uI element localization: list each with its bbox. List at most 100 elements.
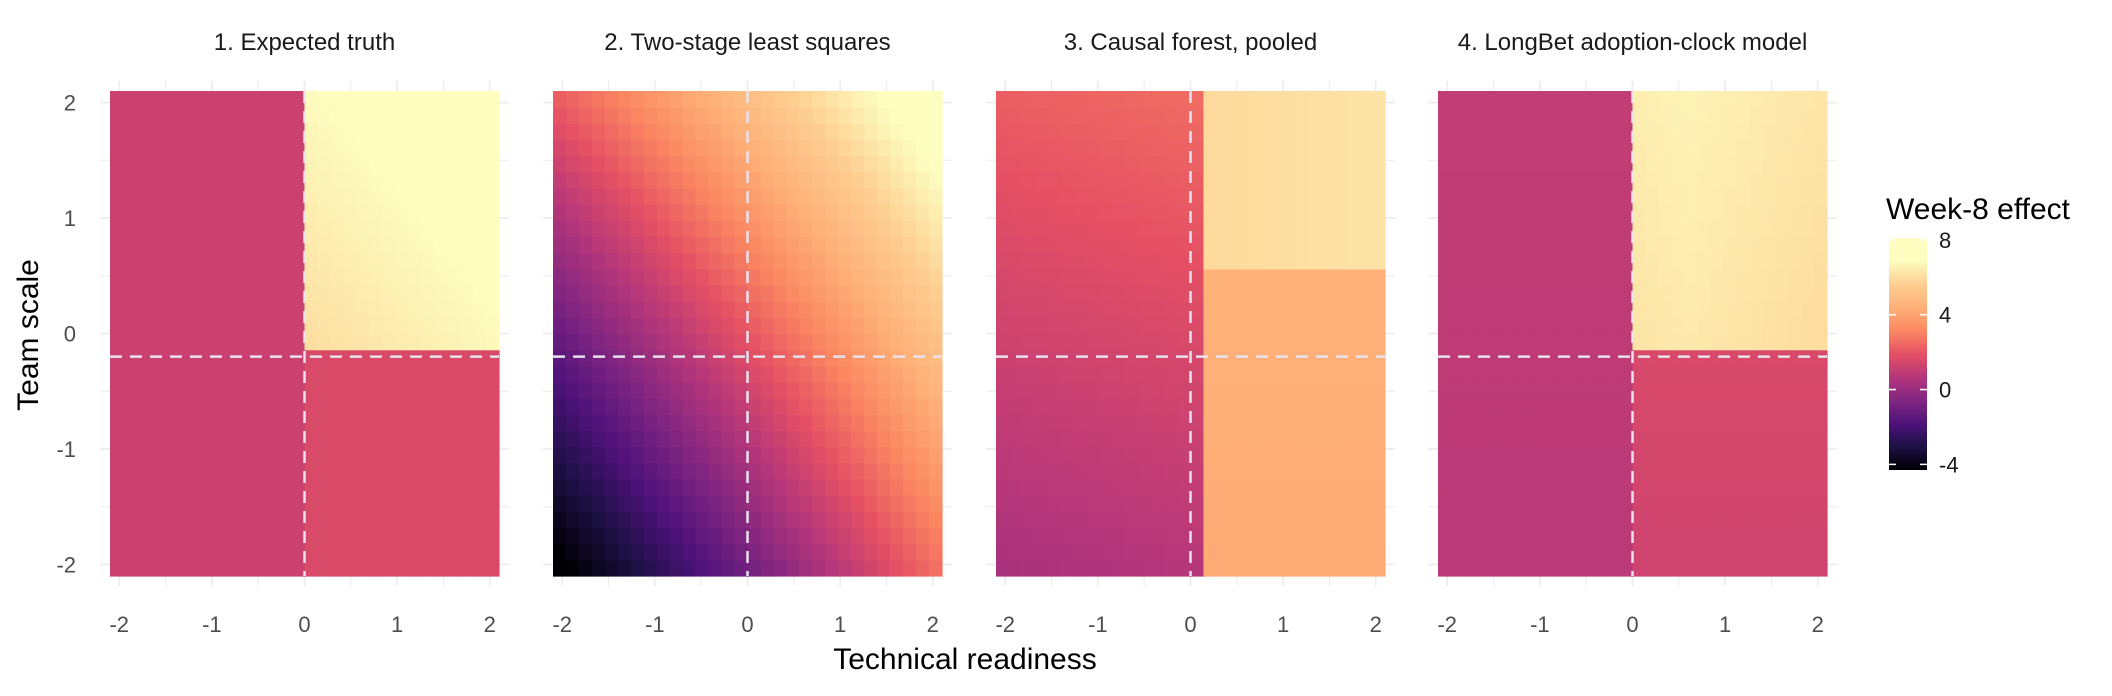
heatmap-cell — [1099, 317, 1114, 335]
heatmap-cell — [1476, 511, 1491, 529]
heatmap-cell — [304, 446, 319, 464]
heatmap-cell — [721, 543, 736, 561]
heatmap-cell — [460, 91, 474, 108]
heatmap-cell — [617, 365, 632, 383]
heatmap-cell — [1060, 446, 1075, 464]
heatmap-cell — [1515, 446, 1530, 464]
heatmap-cell — [200, 188, 215, 205]
heatmap-cell — [1697, 91, 1711, 108]
heatmap-cell — [591, 285, 606, 302]
heatmap-cell — [1086, 511, 1101, 529]
heatmap-cell — [890, 220, 904, 238]
heatmap-cell — [1476, 543, 1491, 561]
heatmap-cell — [760, 543, 775, 561]
heatmap-cell — [1359, 301, 1373, 318]
heatmap-cell — [1606, 349, 1621, 367]
heatmap-cell — [1099, 511, 1114, 529]
heatmap-cell — [1086, 155, 1101, 173]
heatmap-cell — [1606, 430, 1621, 448]
heatmap-cell — [1333, 317, 1347, 335]
heatmap-cell — [1645, 236, 1660, 254]
heatmap-cell — [226, 398, 241, 415]
heatmap-cell — [200, 204, 215, 221]
heatmap-cell — [395, 462, 409, 480]
heatmap-cell — [1346, 204, 1360, 221]
heatmap-cell — [553, 220, 567, 238]
heatmap-cell — [604, 462, 619, 480]
heatmap-cell — [278, 414, 293, 432]
heatmap-cell — [656, 252, 671, 270]
heatmap-cell — [643, 333, 658, 351]
heatmap-cell — [929, 285, 943, 302]
heatmap-cell — [1333, 559, 1347, 577]
heatmap-cell — [1294, 236, 1308, 254]
heatmap-cell — [356, 236, 370, 254]
heatmap-cell — [1164, 91, 1179, 108]
heatmap-cell — [1177, 398, 1192, 415]
heatmap-cell — [1814, 155, 1828, 173]
heatmap-cell — [1125, 446, 1140, 464]
heatmap-cell — [1008, 252, 1023, 270]
heatmap-cell — [1177, 365, 1192, 383]
heatmap-cell — [200, 317, 215, 335]
heatmap-cell — [1658, 107, 1672, 124]
x-tick-label: -2 — [995, 612, 1015, 637]
heatmap-cell — [447, 430, 461, 448]
heatmap-cell — [838, 301, 852, 318]
heatmap-cell — [1255, 301, 1269, 318]
heatmap-cell — [1632, 398, 1647, 415]
heatmap-cell — [1710, 462, 1724, 480]
heatmap-cell — [708, 220, 723, 238]
heatmap-cell — [643, 495, 658, 512]
heatmap-cell — [1723, 479, 1737, 496]
heatmap-cell — [1489, 430, 1504, 448]
heatmap-cell — [473, 511, 487, 529]
heatmap-cell — [1671, 155, 1685, 173]
heatmap-cell — [200, 414, 215, 432]
heatmap-cell — [1164, 317, 1179, 335]
heatmap-cell — [760, 349, 775, 367]
heatmap-cell — [486, 365, 500, 383]
heatmap-cell — [1346, 252, 1360, 270]
heatmap-cell — [682, 349, 697, 367]
heatmap-cell — [200, 398, 215, 415]
heatmap-cell — [734, 123, 749, 141]
heatmap-cell — [1177, 479, 1192, 496]
heatmap-cell — [1580, 252, 1595, 270]
heatmap-cell — [799, 204, 813, 221]
heatmap-cell — [1723, 285, 1737, 302]
heatmap-cell — [553, 511, 567, 529]
heatmap-cell — [148, 171, 163, 189]
heatmap-cell — [226, 559, 241, 577]
heatmap-cell — [1008, 220, 1023, 238]
heatmap-cell — [1658, 204, 1672, 221]
heatmap-cell — [447, 236, 461, 254]
heatmap-cell — [434, 123, 448, 141]
heatmap-cell — [851, 462, 865, 480]
heatmap-cell — [252, 252, 267, 270]
heatmap-cell — [1008, 107, 1023, 124]
heatmap-cell — [1658, 365, 1672, 383]
heatmap-cell — [161, 559, 176, 577]
heatmap-cell — [1489, 559, 1504, 577]
heatmap-cell — [421, 382, 435, 399]
heatmap-cell — [1268, 268, 1282, 286]
heatmap-cell — [1463, 204, 1478, 221]
heatmap-cell — [1710, 511, 1724, 529]
heatmap-cell — [721, 285, 736, 302]
heatmap-cell — [1320, 446, 1334, 464]
heatmap-cell — [1151, 446, 1166, 464]
heatmap-cell — [421, 462, 435, 480]
heatmap-cell — [369, 252, 383, 270]
heatmap-cell — [447, 204, 461, 221]
heatmap-cell — [304, 430, 319, 448]
heatmap-cell — [1632, 252, 1647, 270]
heatmap-cell — [226, 382, 241, 399]
heatmap-cell — [1775, 204, 1789, 221]
heatmap-cell — [747, 398, 762, 415]
heatmap-cell — [1710, 333, 1724, 351]
heatmap-cell — [1242, 430, 1256, 448]
heatmap-cell — [864, 171, 878, 189]
heatmap-cell — [1736, 559, 1750, 577]
heatmap-cell — [747, 430, 762, 448]
